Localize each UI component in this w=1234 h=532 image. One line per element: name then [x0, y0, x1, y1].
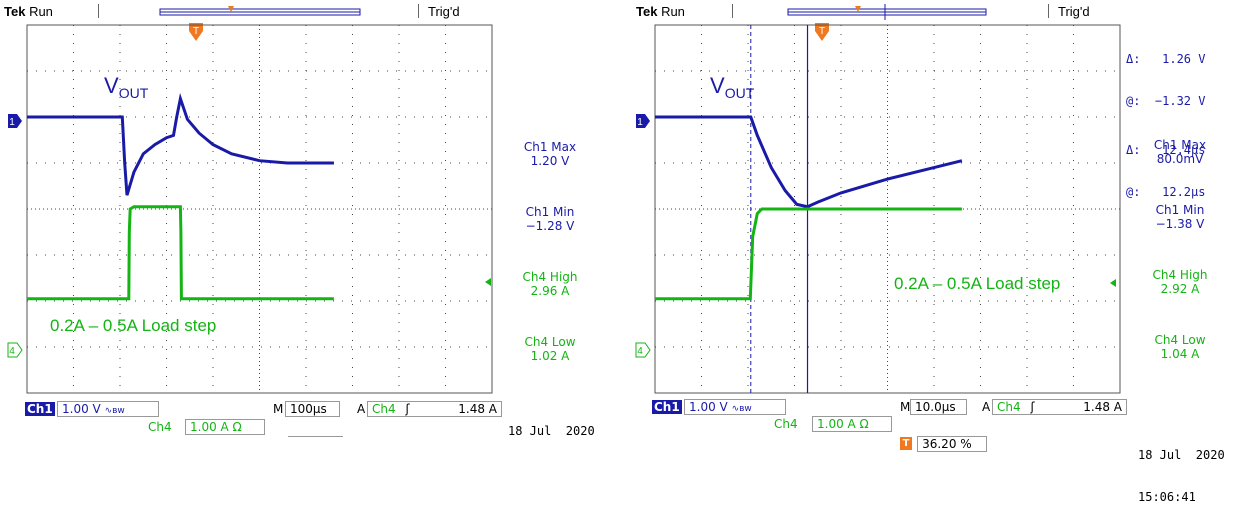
measurement-ch4-high: Ch4 High 2.92 A	[1152, 268, 1208, 296]
waveform-display: T 1 4 VOUT 0.2A – 0.5A Load step	[7, 6, 493, 394]
ch1-ground-marker: 1	[636, 114, 650, 128]
brand-label: Tek	[636, 4, 658, 19]
trigger-level-marker	[485, 278, 491, 286]
status-divider	[98, 4, 99, 18]
timebase-readout: 10.0µs	[910, 399, 967, 415]
brand-label: Tek	[4, 4, 26, 19]
vout-label: VOUT	[710, 73, 755, 101]
ch4-tag: Ch4	[148, 420, 172, 434]
ch1-ground-marker: 1	[8, 114, 22, 128]
vout-trace	[27, 92, 334, 196]
cursor-at-v: @: −1.32 V	[1126, 94, 1206, 108]
run-state: Run	[661, 4, 685, 19]
trigger-readout: Ch4 ʃ 1.48 A	[992, 399, 1127, 415]
load-current-trace	[27, 205, 334, 301]
record-bar	[159, 6, 361, 16]
svg-text:1: 1	[9, 117, 15, 128]
trigger-position-icon: T	[900, 437, 912, 450]
status-bar: Tek Run	[636, 4, 685, 19]
status-divider	[288, 436, 343, 437]
rising-edge-icon: ʃ	[405, 402, 410, 416]
trigger-position-marker: T	[189, 23, 203, 41]
cursor-readout: Δ: 1.26 V @: −1.32 V Δ: 12.4µs @: 12.2µs	[1126, 24, 1205, 227]
status-divider	[1048, 4, 1049, 18]
ch1-scale-readout: 1.00 V ∿ʙᴡ	[684, 399, 786, 415]
status-divider	[418, 4, 419, 18]
cursor-delta-v: Δ: 1.26 V	[1126, 52, 1206, 66]
measurement-ch4-high: Ch4 High 2.96 A	[522, 270, 578, 298]
ch4-ground-marker: 4	[635, 342, 651, 358]
vout-label: VOUT	[104, 73, 149, 101]
load-current-trace	[655, 207, 962, 301]
scope-screen-2: Tek Run Trig'd T 1 4 VOUT	[626, 0, 1234, 504]
trigger-marker-text: T	[819, 26, 825, 37]
timebase-prefix: M	[900, 400, 911, 414]
trigger-marker-text: T	[193, 26, 199, 37]
ch1-tag: Ch1	[25, 402, 55, 416]
record-bar	[787, 4, 987, 20]
trigger-position-marker: T	[815, 23, 829, 41]
cursor-delta-t: Δ: 12.4µs	[1126, 143, 1206, 157]
graticule	[26, 24, 493, 394]
measurement-ch4-low: Ch4 Low 1.02 A	[524, 335, 576, 363]
trigger-status: Trig'd	[1058, 4, 1090, 19]
waveform-display: T 1 4 VOUT 0.2A – 0.5A Load step	[635, 4, 1121, 394]
svg-text:4: 4	[637, 346, 643, 357]
ch4-scale-readout: 1.00 A Ω	[812, 416, 892, 432]
ch4-scale-readout: 1.00 A Ω	[185, 419, 265, 435]
measurement-ch1-max: Ch1 Max 1.20 V	[523, 140, 577, 168]
trigger-prefix: A	[982, 400, 991, 414]
bandwidth-limit-icon: ∿ʙᴡ	[731, 404, 752, 414]
trigger-position-readout: T 36.20 %	[900, 433, 988, 452]
measurement-ch4-low: Ch4 Low 1.04 A	[1154, 333, 1206, 361]
date-readout: 18 Jul 2020	[508, 424, 595, 438]
scope-screen-1: Tek Run Trig'd T 1 4	[0, 0, 600, 453]
load-step-label: 0.2A – 0.5A Load step	[894, 274, 1060, 293]
measurement-ch1-min: Ch1 Min −1.38 V	[1155, 203, 1205, 231]
trigger-prefix: A	[357, 402, 366, 416]
vout-trace	[655, 115, 963, 209]
ch4-tag: Ch4	[774, 417, 798, 431]
ch1-scale-readout: 1.00 V ∿ʙᴡ	[57, 401, 159, 417]
svg-text:1: 1	[637, 117, 643, 128]
status-bar: Tek Run	[4, 4, 53, 19]
trigger-level-marker	[1110, 279, 1116, 287]
bandwidth-limit-icon: ∿ʙᴡ	[104, 406, 125, 416]
trigger-readout: Ch4 ʃ 1.48 A	[367, 401, 502, 417]
measurement-ch1-max: Ch1 Max 80.0mV	[1153, 138, 1207, 166]
cursor-at-t: @: 12.2µs	[1126, 185, 1206, 199]
time-readout: 15:06:41	[1138, 490, 1196, 504]
load-step-label: 0.2A – 0.5A Load step	[50, 316, 216, 335]
status-divider	[732, 4, 733, 18]
timebase-readout: 100µs	[285, 401, 340, 417]
measurement-ch1-min: Ch1 Min −1.28 V	[525, 205, 575, 233]
ch4-ground-marker: 4	[7, 342, 23, 358]
rising-edge-icon: ʃ	[1030, 400, 1035, 414]
svg-text:4: 4	[9, 346, 15, 357]
trigger-status: Trig'd	[428, 4, 460, 19]
timebase-prefix: M	[273, 402, 284, 416]
run-state: Run	[29, 4, 53, 19]
date-readout: 18 Jul 2020 15:06:41	[1138, 448, 1225, 504]
ch1-tag: Ch1	[652, 400, 682, 414]
